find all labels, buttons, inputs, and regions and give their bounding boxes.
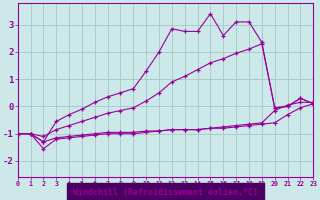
X-axis label: Windchill (Refroidissement éolien,°C): Windchill (Refroidissement éolien,°C) <box>73 188 258 197</box>
